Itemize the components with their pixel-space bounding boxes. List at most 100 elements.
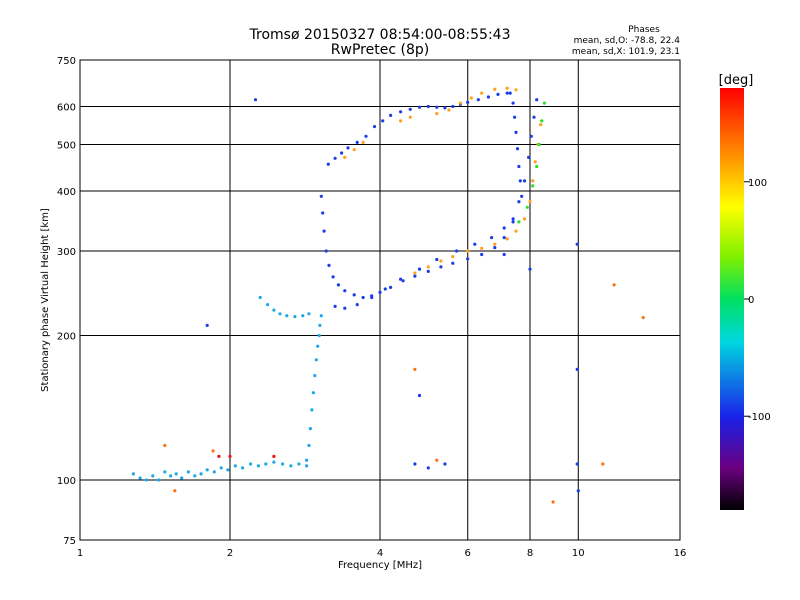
data-point [272,460,276,464]
y-tick-label: 400 [57,187,76,198]
data-point [451,261,455,265]
data-point [493,87,497,91]
data-point [514,130,518,134]
data-point [469,96,473,100]
data-point [372,125,377,129]
data-point [205,323,209,327]
data-point [502,252,506,257]
data-point [413,271,417,275]
data-point [310,408,314,412]
data-point [364,134,368,138]
data-point [346,146,350,150]
data-point [151,474,155,478]
y-tick-label: 300 [57,247,76,258]
data-point [272,454,276,458]
data-point [426,466,430,470]
data-point [343,155,347,159]
y-axis-label: Stationary phase Virtual Height [km] [40,208,51,392]
y-tick-label: 200 [57,332,76,343]
data-point [173,489,177,493]
data-point [378,290,382,294]
data-point [601,462,605,466]
data-point [531,179,535,183]
y-tick-label: 100 [57,476,76,487]
data-point [253,98,258,102]
data-point [211,449,215,453]
data-point [513,115,517,119]
data-point [258,295,262,300]
data-point [340,151,344,155]
data-point [383,287,387,291]
data-point [317,333,321,338]
data-point [493,242,497,246]
data-point [355,140,359,144]
data-point [281,462,285,466]
data-points [131,86,645,504]
data-point [439,265,443,269]
x-axis-ticks: 1 2 4 6 8 10 16 [77,548,687,559]
data-point [417,105,422,109]
data-point [131,472,135,476]
data-point [455,249,459,253]
data-point [249,462,253,466]
data-point [314,358,318,362]
legend-line-x: mean, sd,X: 101.9, 23.1 [572,47,680,57]
data-point [352,148,356,152]
x-tick-label: 16 [674,548,687,559]
data-point [535,164,539,169]
data-point [540,119,544,123]
colorbar-tick-label: -100 [748,412,771,423]
data-point [426,265,430,269]
data-point [278,312,282,316]
data-point [205,468,209,472]
data-point [413,462,417,466]
data-point [144,478,149,482]
data-point [370,295,374,300]
data-point [163,470,167,474]
data-point [264,462,268,466]
colorbar: [deg] 100 0 -100 [719,73,771,510]
data-point [502,226,506,230]
data-point [324,249,328,253]
colorbar-tick-label: 0 [748,295,754,306]
data-point [401,279,405,283]
data-point [522,217,527,221]
data-point [297,462,301,466]
data-point [533,160,537,164]
data-point [439,259,443,263]
data-point [361,140,365,144]
data-point [311,391,315,395]
data-point [537,142,541,147]
data-point [466,249,470,253]
data-point [575,242,579,246]
data-point [327,263,331,267]
data-point [528,267,532,271]
colorbar-gradient [720,88,744,510]
y-axis-ticks: 75 100 200 300 400 500 600 750 [57,56,76,547]
data-point [511,101,515,105]
data-point [522,179,527,183]
data-point [641,316,645,320]
x-tick-label: 10 [572,548,585,559]
data-point [528,200,532,204]
data-point [331,275,335,279]
data-point [426,104,430,109]
data-point [451,104,455,109]
data-point [466,100,470,104]
colorbar-tick-label: 100 [748,178,767,189]
data-point [480,91,484,95]
data-point [305,464,309,468]
data-point [417,393,422,398]
data-point [138,476,142,480]
data-point [490,236,494,240]
data-point [502,236,506,240]
x-tick-label: 2 [227,548,233,559]
data-point [551,500,555,504]
data-point [443,106,447,110]
data-point [426,269,430,273]
data-point [343,289,347,293]
data-point [447,108,451,112]
data-point [531,184,535,188]
y-tick-label: 750 [57,56,76,67]
